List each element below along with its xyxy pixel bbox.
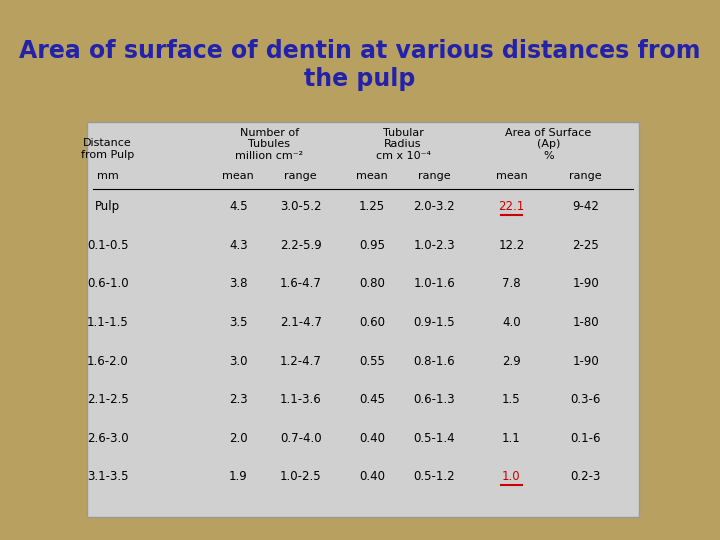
Text: 0.40: 0.40 (359, 470, 385, 483)
Text: Distance
from Pulp: Distance from Pulp (81, 138, 135, 160)
Text: 2.0-3.2: 2.0-3.2 (413, 200, 455, 213)
Text: 0.5-1.4: 0.5-1.4 (413, 432, 455, 445)
Text: range: range (418, 171, 451, 180)
Text: 0.9-1.5: 0.9-1.5 (413, 316, 455, 329)
Text: 0.45: 0.45 (359, 393, 385, 406)
Text: 1.9: 1.9 (229, 470, 248, 483)
Text: range: range (284, 171, 317, 180)
Text: 1.1: 1.1 (502, 432, 521, 445)
Text: 1.1-3.6: 1.1-3.6 (280, 393, 322, 406)
Text: 3.8: 3.8 (229, 278, 248, 291)
Text: 1.6-4.7: 1.6-4.7 (279, 278, 322, 291)
Text: 2.0: 2.0 (229, 432, 248, 445)
Text: mm: mm (96, 171, 119, 180)
Text: 1.25: 1.25 (359, 200, 385, 213)
Text: 2.9: 2.9 (502, 355, 521, 368)
Text: 4.3: 4.3 (229, 239, 248, 252)
Text: 1-90: 1-90 (572, 278, 599, 291)
FancyBboxPatch shape (87, 122, 639, 517)
Text: 9-42: 9-42 (572, 200, 599, 213)
Text: 0.1-6: 0.1-6 (570, 432, 601, 445)
Text: Number of
Tubules
million cm⁻²: Number of Tubules million cm⁻² (235, 127, 304, 161)
Text: 0.2-3: 0.2-3 (570, 470, 600, 483)
Text: 4.0: 4.0 (502, 316, 521, 329)
Text: 3.0-5.2: 3.0-5.2 (280, 200, 321, 213)
Text: 4.5: 4.5 (229, 200, 248, 213)
Text: Area of Surface
(Ap)
%: Area of Surface (Ap) % (505, 127, 592, 161)
Text: 2.3: 2.3 (229, 393, 248, 406)
Text: 7.8: 7.8 (502, 278, 521, 291)
Text: 1.0-2.3: 1.0-2.3 (413, 239, 455, 252)
Text: 0.40: 0.40 (359, 432, 385, 445)
Text: 2.1-4.7: 2.1-4.7 (279, 316, 322, 329)
Text: Pulp: Pulp (95, 200, 120, 213)
Text: 0.3-6: 0.3-6 (570, 393, 600, 406)
Text: mean: mean (495, 171, 527, 180)
Text: 12.2: 12.2 (498, 239, 525, 252)
Text: mean: mean (356, 171, 388, 180)
Text: 0.5-1.2: 0.5-1.2 (413, 470, 455, 483)
Text: 1-90: 1-90 (572, 355, 599, 368)
Text: 0.80: 0.80 (359, 278, 384, 291)
Text: 2.2-5.9: 2.2-5.9 (280, 239, 322, 252)
Text: 0.60: 0.60 (359, 316, 385, 329)
Text: 1.0-1.6: 1.0-1.6 (413, 278, 455, 291)
Text: 1-80: 1-80 (572, 316, 599, 329)
Text: 0.7-4.0: 0.7-4.0 (280, 432, 321, 445)
Text: 1.2-4.7: 1.2-4.7 (279, 355, 322, 368)
Text: 3.5: 3.5 (229, 316, 248, 329)
Text: 3.0: 3.0 (229, 355, 248, 368)
Text: range: range (570, 171, 602, 180)
Text: 0.8-1.6: 0.8-1.6 (413, 355, 455, 368)
Text: 1.1-1.5: 1.1-1.5 (87, 316, 129, 329)
Text: 22.1: 22.1 (498, 200, 525, 213)
Text: 2-25: 2-25 (572, 239, 599, 252)
Text: 1.0-2.5: 1.0-2.5 (280, 470, 321, 483)
Text: 2.1-2.5: 2.1-2.5 (87, 393, 129, 406)
Text: 2.6-3.0: 2.6-3.0 (87, 432, 128, 445)
Text: mean: mean (222, 171, 254, 180)
Text: 1.6-2.0: 1.6-2.0 (87, 355, 129, 368)
Text: 0.6-1.3: 0.6-1.3 (413, 393, 455, 406)
Text: 0.1-0.5: 0.1-0.5 (87, 239, 128, 252)
Text: Tubular
Radius
cm x 10⁻⁴: Tubular Radius cm x 10⁻⁴ (376, 127, 431, 161)
Text: Area of surface of dentin at various distances from
the pulp: Area of surface of dentin at various dis… (19, 39, 701, 91)
Text: 0.6-1.0: 0.6-1.0 (87, 278, 128, 291)
Text: 0.95: 0.95 (359, 239, 385, 252)
Text: 0.55: 0.55 (359, 355, 384, 368)
Text: 1.0: 1.0 (502, 470, 521, 483)
Text: 3.1-3.5: 3.1-3.5 (87, 470, 128, 483)
Text: 1.5: 1.5 (502, 393, 521, 406)
